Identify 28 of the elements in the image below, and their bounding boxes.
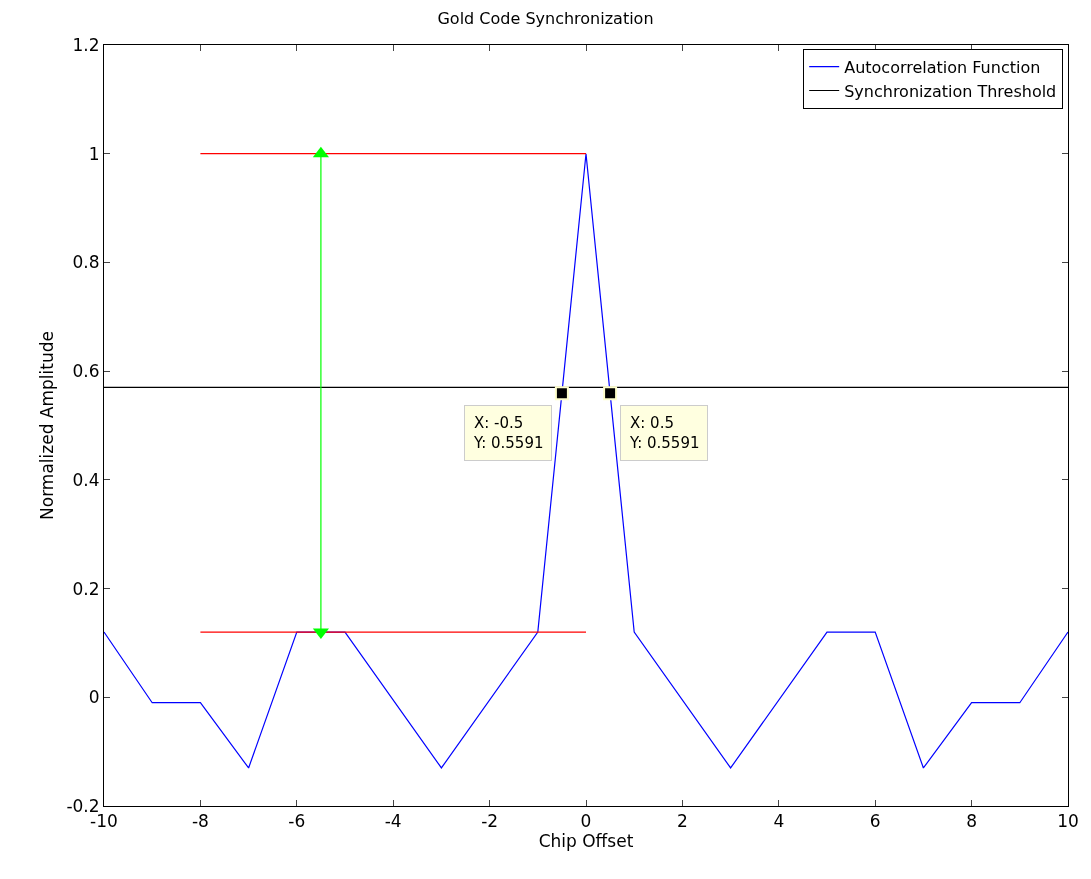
line-series <box>104 153 1068 769</box>
x-tick-label: -4 <box>384 811 402 832</box>
x-tick-label: 0 <box>580 811 592 832</box>
point <box>554 386 569 401</box>
annotation: X: -0.5 Y: 0.5591 <box>473 414 544 452</box>
x-tick-label: -2 <box>481 811 499 832</box>
x-tick-label: 8 <box>966 811 978 832</box>
x-tick-label: 2 <box>676 811 688 832</box>
x-tick-label: -6 <box>288 811 306 832</box>
x-tick-label: -10 <box>90 811 118 832</box>
y-axis-title: Normalized Amplitude <box>36 331 57 520</box>
y-tick-label: 0 <box>88 687 100 708</box>
x-tick-label: -8 <box>191 811 209 832</box>
x-tick-label: 6 <box>869 811 881 832</box>
chart-title: Gold Code Synchronization <box>437 9 654 29</box>
y-tick-label: 0.8 <box>72 252 100 273</box>
annotation: X: 0.5 Y: 0.5591 <box>629 414 700 452</box>
x-tick-label: 10 <box>1057 811 1079 832</box>
y-tick-label: 0.6 <box>72 361 100 382</box>
y-tick-label: 1.2 <box>72 34 100 55</box>
legend-label: Autocorrelation Function <box>844 57 1041 77</box>
y-tick-label: 1 <box>88 143 100 164</box>
point <box>603 386 618 401</box>
x-tick-label: 4 <box>773 811 785 832</box>
legend-label: Synchronization Threshold <box>844 81 1057 101</box>
x-axis-title: Chip Offset <box>538 831 634 852</box>
y-tick-label: 0.4 <box>72 469 100 490</box>
y-tick-label: 0.2 <box>72 578 100 599</box>
